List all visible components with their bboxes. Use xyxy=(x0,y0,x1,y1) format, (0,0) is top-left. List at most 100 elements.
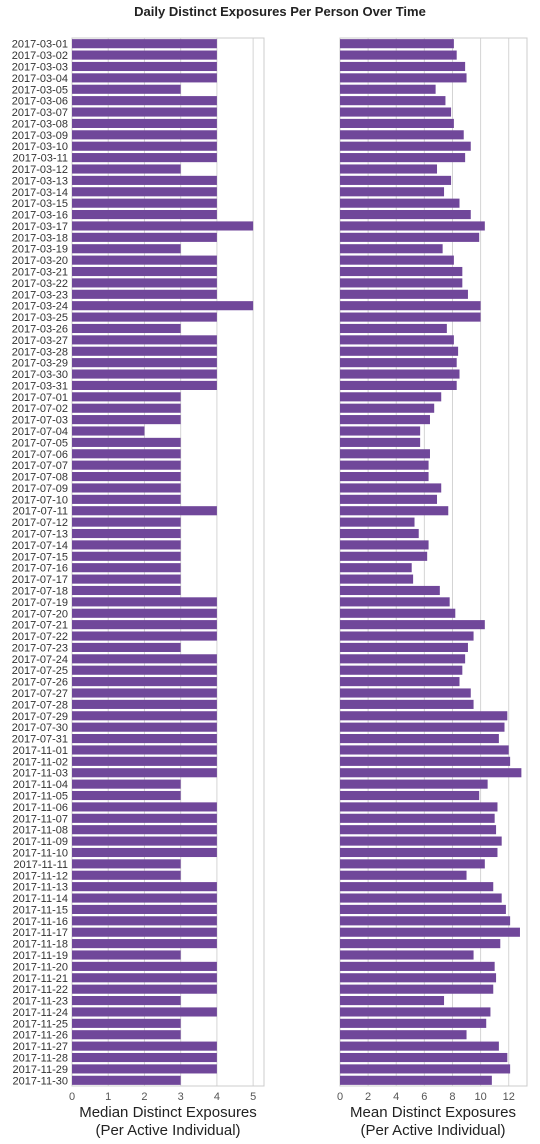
date-tick-label: 2017-11-28 xyxy=(13,1053,68,1065)
mean-bar xyxy=(340,380,457,390)
date-tick-label: 2017-11-04 xyxy=(13,779,68,791)
median-bar xyxy=(72,107,217,117)
date-tick-label: 2017-03-07 xyxy=(12,107,68,119)
median-bar xyxy=(72,825,217,835)
mean-bar xyxy=(340,927,520,937)
mean-bar xyxy=(340,232,480,242)
date-tick-label: 2017-03-24 xyxy=(12,301,68,313)
median-bar xyxy=(72,392,181,402)
mean-bar xyxy=(340,255,454,265)
mean-xlabel-line2: (Per Active Individual) xyxy=(360,1122,505,1139)
date-tick-label: 2017-03-10 xyxy=(12,141,68,153)
figure-title: Daily Distinct Exposures Per Person Over… xyxy=(134,4,426,19)
date-tick-label: 2017-03-03 xyxy=(12,61,68,73)
median-bar xyxy=(72,312,217,322)
mean-bar xyxy=(340,346,459,356)
median-bar xyxy=(72,927,217,937)
date-tick-label: 2017-03-23 xyxy=(12,289,68,301)
median-bar xyxy=(72,904,217,914)
date-tick-label: 2017-07-04 xyxy=(12,426,68,438)
median-xtick-label: 4 xyxy=(214,1091,220,1103)
mean-bar xyxy=(340,654,466,664)
mean-xtick-label: 10 xyxy=(474,1091,486,1103)
mean-bar xyxy=(340,403,435,413)
date-tick-label: 2017-07-17 xyxy=(12,574,68,586)
median-xtick-label: 3 xyxy=(178,1091,184,1103)
median-bar xyxy=(72,551,181,561)
date-tick-label: 2017-03-30 xyxy=(12,369,68,381)
date-tick-label: 2017-03-20 xyxy=(12,255,68,267)
date-tick-label: 2017-11-17 xyxy=(13,927,68,939)
date-tick-label: 2017-07-29 xyxy=(12,711,68,723)
mean-bar xyxy=(340,745,509,755)
median-bar xyxy=(72,164,181,174)
median-bar xyxy=(72,859,181,869)
mean-bar xyxy=(340,585,440,596)
mean-bar xyxy=(340,415,430,425)
mean-bar xyxy=(340,141,471,151)
median-bar xyxy=(72,836,217,846)
median-bar xyxy=(72,198,217,208)
date-tick-label: 2017-07-12 xyxy=(12,517,68,529)
median-bar xyxy=(72,790,181,801)
date-tick-label: 2017-11-03 xyxy=(13,768,68,780)
median-bar xyxy=(72,449,181,459)
mean-bar xyxy=(340,1041,499,1051)
mean-bar xyxy=(340,198,460,208)
mean-bar xyxy=(340,631,474,641)
date-tick-label: 2017-11-09 xyxy=(13,836,68,848)
mean-plot-frame xyxy=(339,37,528,1087)
date-tick-label: 2017-03-31 xyxy=(12,380,68,392)
mean-bar xyxy=(340,392,442,402)
median-bar xyxy=(72,96,217,106)
mean-bar xyxy=(340,916,511,926)
date-tick-label: 2017-03-04 xyxy=(12,73,68,85)
median-xlabel-line1: Median Distinct Exposures xyxy=(79,1104,257,1121)
mean-bar xyxy=(340,1030,467,1040)
mean-xlabel-line1: Mean Distinct Exposures xyxy=(350,1104,516,1121)
median-bar xyxy=(72,779,181,789)
date-tick-label: 2017-03-19 xyxy=(12,244,68,256)
mean-bar xyxy=(340,426,421,436)
mean-xtick-label: 0 xyxy=(337,1091,343,1103)
date-tick-label: 2017-07-31 xyxy=(12,734,68,746)
mean-xtick-label: 12 xyxy=(503,1091,515,1103)
median-bar xyxy=(72,141,217,151)
date-tick-label: 2017-07-13 xyxy=(12,529,68,541)
median-bar xyxy=(72,563,181,573)
mean-bar xyxy=(340,859,485,869)
median-bar xyxy=(72,506,217,516)
mean-bar xyxy=(340,1064,511,1074)
median-bar xyxy=(72,1052,217,1063)
mean-bar xyxy=(340,597,450,607)
median-bar xyxy=(72,699,217,709)
median-bar xyxy=(72,289,217,299)
date-tick-label: 2017-11-12 xyxy=(13,870,68,882)
mean-bar xyxy=(340,472,429,482)
date-tick-label: 2017-03-28 xyxy=(12,346,68,358)
mean-bar xyxy=(340,950,474,960)
median-bar xyxy=(72,939,217,949)
mean-bar xyxy=(340,358,457,368)
date-tick-label: 2017-11-22 xyxy=(13,984,68,996)
mean-bar xyxy=(340,483,442,493)
median-bar xyxy=(72,153,217,163)
mean-bar xyxy=(340,574,414,584)
mean-bar xyxy=(340,836,502,846)
mean-bar xyxy=(340,210,471,220)
date-tick-label: 2017-11-24 xyxy=(13,1007,68,1019)
mean-bar xyxy=(340,335,454,345)
mean-bar xyxy=(340,961,495,971)
median-bar xyxy=(72,255,217,265)
median-bar xyxy=(72,437,181,447)
median-bar xyxy=(72,802,217,812)
median-bar xyxy=(72,1075,181,1085)
mean-bar xyxy=(340,96,446,106)
mean-bar xyxy=(340,711,508,721)
date-tick-label: 2017-03-08 xyxy=(12,118,68,130)
median-bar xyxy=(72,415,181,425)
date-tick-label: 2017-11-30 xyxy=(13,1075,68,1087)
mean-bar xyxy=(340,722,505,732)
mean-bar xyxy=(340,39,454,49)
